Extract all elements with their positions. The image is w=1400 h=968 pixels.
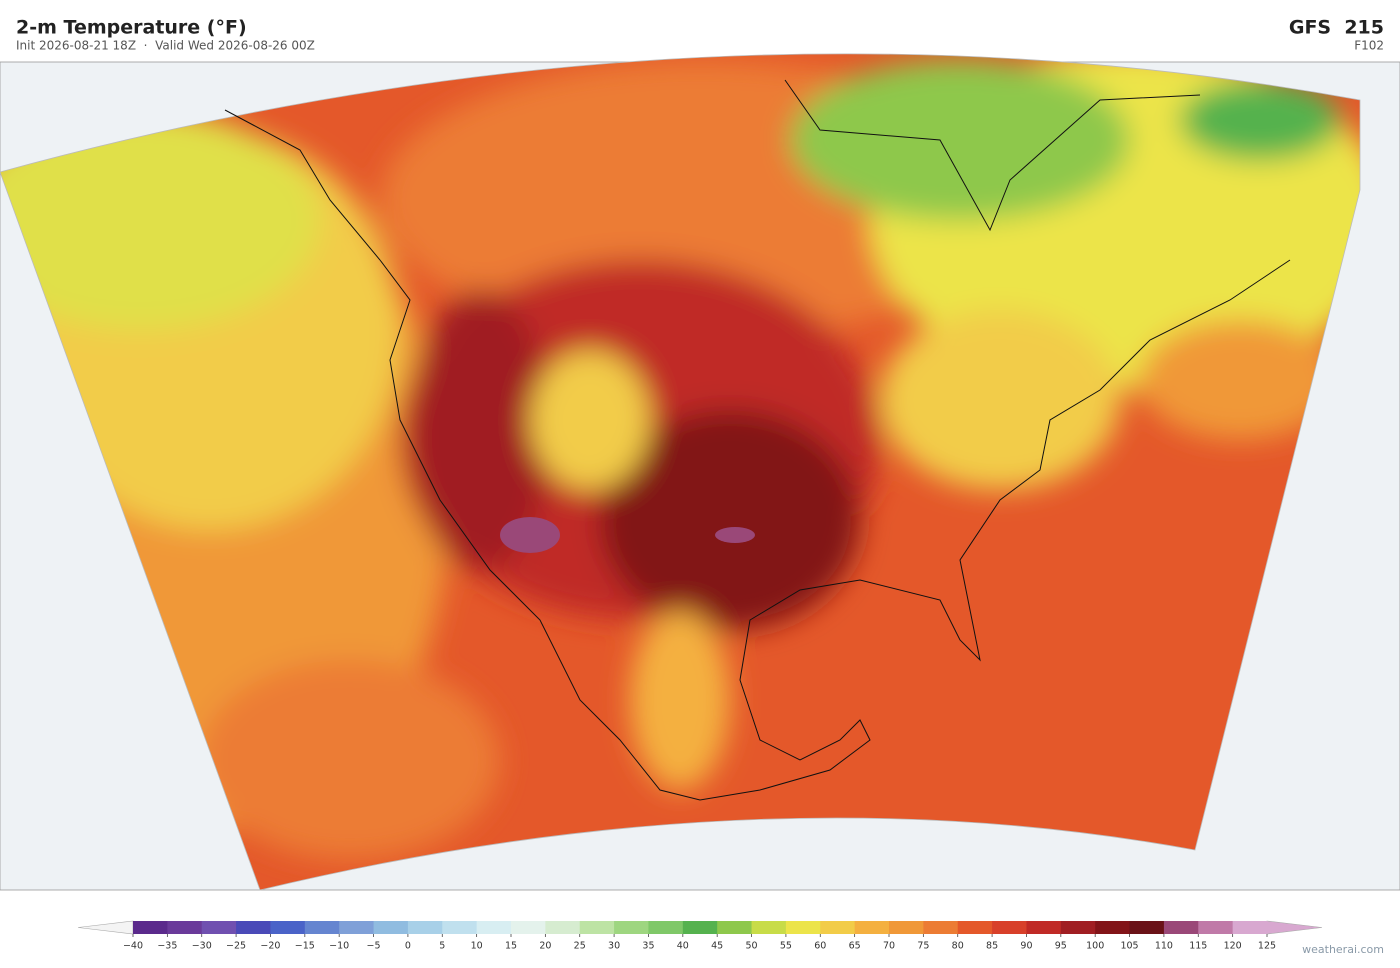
colorbar-segment xyxy=(992,921,1027,934)
colorbar-tick-label: 125 xyxy=(1258,941,1276,952)
domain-outline xyxy=(0,53,1361,891)
field-blob xyxy=(630,610,730,790)
colorbar-tick-label: 30 xyxy=(608,941,620,952)
colorbar-tick-label: 45 xyxy=(711,941,723,952)
coastline xyxy=(224,79,1291,801)
colorbar-tick-label: 95 xyxy=(1055,941,1067,952)
subtitle: Init 2026-08-21 18Z · Valid Wed 2026-08-… xyxy=(16,39,315,53)
colorbar-segment xyxy=(1232,921,1268,934)
colorbar-segment xyxy=(957,921,993,934)
colorbar-tick-label: 50 xyxy=(745,941,757,952)
credit: weatherai.com xyxy=(1302,943,1384,956)
colorbar: −40 −35 −30 −25 −20 −15 −10 −5 0 5 10 15 20 25 30 35 40 4… xyxy=(77,920,1323,952)
colorbar-tick-label: −40 xyxy=(123,941,143,952)
field-blob xyxy=(530,350,650,490)
colorbar-segment xyxy=(442,921,478,934)
colorbar-segment xyxy=(201,921,237,934)
colorbar-segment xyxy=(167,921,203,934)
colorbar-segment xyxy=(854,921,890,934)
colorbar-tick-label: 75 xyxy=(917,941,929,952)
colorbar-tick-label: 40 xyxy=(677,941,689,952)
colorbar-segment xyxy=(785,921,821,934)
colorbar-segment xyxy=(682,921,718,934)
colorbar-segment xyxy=(133,921,168,934)
field-blob xyxy=(410,290,550,570)
colorbar-segment xyxy=(579,921,615,934)
colorbar-segment xyxy=(1198,921,1234,934)
field-blob xyxy=(880,310,1120,490)
colorbar-tick-label: 85 xyxy=(986,941,998,952)
field-blob xyxy=(200,660,500,860)
colorbar-tick-label: 90 xyxy=(1020,941,1032,952)
colorbar-tick-label: 120 xyxy=(1224,941,1242,952)
colorbar-tick-label: 25 xyxy=(574,941,586,952)
colorbar-tick-label: −10 xyxy=(329,941,349,952)
field-blob xyxy=(500,517,560,553)
colorbar-tick-label: 15 xyxy=(505,941,517,952)
colorbar-segment xyxy=(1163,921,1199,934)
colorbar-segment xyxy=(339,921,375,934)
field-blob xyxy=(715,527,755,543)
colorbar-segment xyxy=(1095,921,1131,934)
colorbar-segment xyxy=(476,921,512,934)
colorbar-tick-label: 10 xyxy=(471,941,483,952)
colorbar-tick-label: 5 xyxy=(439,941,445,952)
colorbar-tick-label: 115 xyxy=(1189,941,1207,952)
colorbar-segment xyxy=(1060,921,1096,934)
colorbar-segment xyxy=(889,921,924,934)
colorbar-tick-label: 20 xyxy=(539,941,551,952)
colorbar-tick-label: 60 xyxy=(814,941,826,952)
colorbar-under xyxy=(77,920,134,935)
colorbar-segment xyxy=(236,921,271,934)
colorbar-segment xyxy=(511,921,546,934)
colorbar-segment xyxy=(923,921,959,934)
colorbar-tick-label: −5 xyxy=(367,941,381,952)
colorbar-tick-label: 0 xyxy=(405,941,411,952)
colorbar-tick-label: −25 xyxy=(226,941,246,952)
colorbar-segment xyxy=(373,921,409,934)
colorbar-segment xyxy=(751,921,787,934)
model: GFS 215 xyxy=(1289,17,1384,39)
colorbar-segment xyxy=(304,921,340,934)
colorbar-tick-label: −15 xyxy=(295,941,315,952)
colorbar-tick-label: −20 xyxy=(260,941,280,952)
colorbar-tick-label: 55 xyxy=(780,941,792,952)
colorbar-segment xyxy=(545,921,581,934)
colorbar-over xyxy=(1266,920,1323,935)
colorbar-segment xyxy=(1129,921,1165,934)
temperature-field xyxy=(0,53,1360,891)
colorbar-segment xyxy=(648,921,684,934)
colorbar-tick-label: 65 xyxy=(849,941,861,952)
field-blob xyxy=(600,410,860,630)
colorbar-segment xyxy=(717,921,753,934)
title: 2-m Temperature (°F) xyxy=(16,17,247,39)
colorbar-tick-label: 70 xyxy=(883,941,895,952)
colorbar-tick-label: 100 xyxy=(1086,941,1104,952)
colorbar-tick-label: 35 xyxy=(642,941,654,952)
colorbar-tick-label: −30 xyxy=(192,941,212,952)
forecast-hour: F102 xyxy=(1354,39,1384,53)
field-blob xyxy=(0,110,320,330)
colorbar-tick-label: 105 xyxy=(1120,941,1138,952)
colorbar-segment xyxy=(820,921,856,934)
colorbar-segment xyxy=(1026,921,1062,934)
colorbar-segment xyxy=(270,921,306,934)
colorbar-tick-label: 110 xyxy=(1155,941,1173,952)
colorbar-segment xyxy=(407,921,443,934)
field-blob xyxy=(790,60,1130,220)
field-blob xyxy=(1180,80,1340,160)
field-blob xyxy=(1140,320,1340,440)
colorbar-tick-label: −35 xyxy=(157,941,177,952)
colorbar-tick-label: 80 xyxy=(952,941,964,952)
colorbar-segment xyxy=(614,921,649,934)
